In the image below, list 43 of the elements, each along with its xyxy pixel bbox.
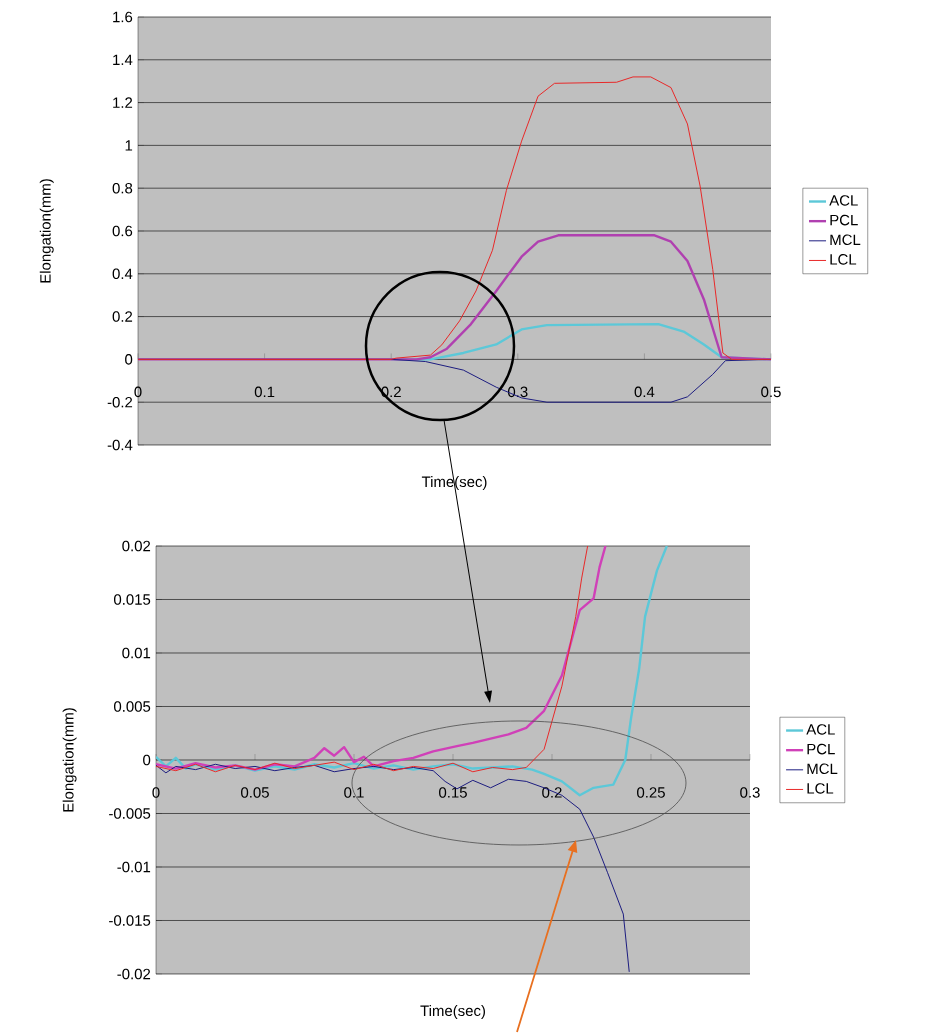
y-tick-label: -0.005 <box>109 808 151 819</box>
x-tick-label: 0.3 <box>740 787 760 798</box>
y-tick-label: -0.2 <box>107 396 133 408</box>
y-tick-label: 0 <box>125 354 133 365</box>
legend-label: PCL <box>807 743 835 755</box>
x-tick-label: 0.4 <box>634 386 655 398</box>
x-axis-title: Time(sec) <box>421 476 487 490</box>
x-tick-label: 0 <box>152 787 160 798</box>
x-tick-label: 0.05 <box>241 787 269 798</box>
y-tick-label: -0.4 <box>107 439 133 451</box>
x-tick-label: 0.2 <box>542 787 562 798</box>
y-tick-label: 0.8 <box>112 182 133 194</box>
y-tick-label: 0.005 <box>114 701 151 712</box>
y-tick-label: 0.015 <box>114 594 151 605</box>
x-tick-label: 0.3 <box>507 386 528 398</box>
y-tick-label: 1.4 <box>113 54 133 65</box>
legend-label: ACL <box>829 195 858 206</box>
x-axis-title: Time(sec) <box>420 1005 485 1019</box>
y-tick-label: -0.02 <box>117 968 151 980</box>
y-axis-title: Elongation(mm) <box>62 708 77 812</box>
y-tick-label: 1.6 <box>113 11 133 23</box>
x-tick-label: 0.1 <box>254 386 275 398</box>
y-tick-label: 0 <box>143 754 151 766</box>
y-axis-title: Elongation(mm) <box>39 179 54 283</box>
legend-label: LCL <box>807 783 834 794</box>
x-tick-label: 0.1 <box>344 787 364 798</box>
legend-label: ACL <box>806 724 835 735</box>
legend-label: PCL <box>830 214 858 226</box>
legend-label: LCL <box>830 254 857 265</box>
y-tick-label: 1 <box>125 140 133 151</box>
x-tick-label: 0.5 <box>761 386 781 398</box>
x-tick-label: 0.15 <box>439 787 467 798</box>
y-tick-label: -0.01 <box>117 861 151 873</box>
y-tick-label: 0.6 <box>112 225 133 237</box>
y-tick-label: 0.2 <box>112 311 133 322</box>
legend-label: MCL <box>807 763 838 775</box>
y-tick-label: 1.2 <box>113 97 133 108</box>
y-tick-label: 0.02 <box>122 540 151 552</box>
y-tick-label: 0.01 <box>122 647 151 659</box>
legend-label: MCL <box>830 234 861 246</box>
y-tick-label: -0.015 <box>109 915 151 926</box>
x-tick-label: 0.25 <box>637 787 665 798</box>
y-tick-label: 0.4 <box>112 268 133 280</box>
